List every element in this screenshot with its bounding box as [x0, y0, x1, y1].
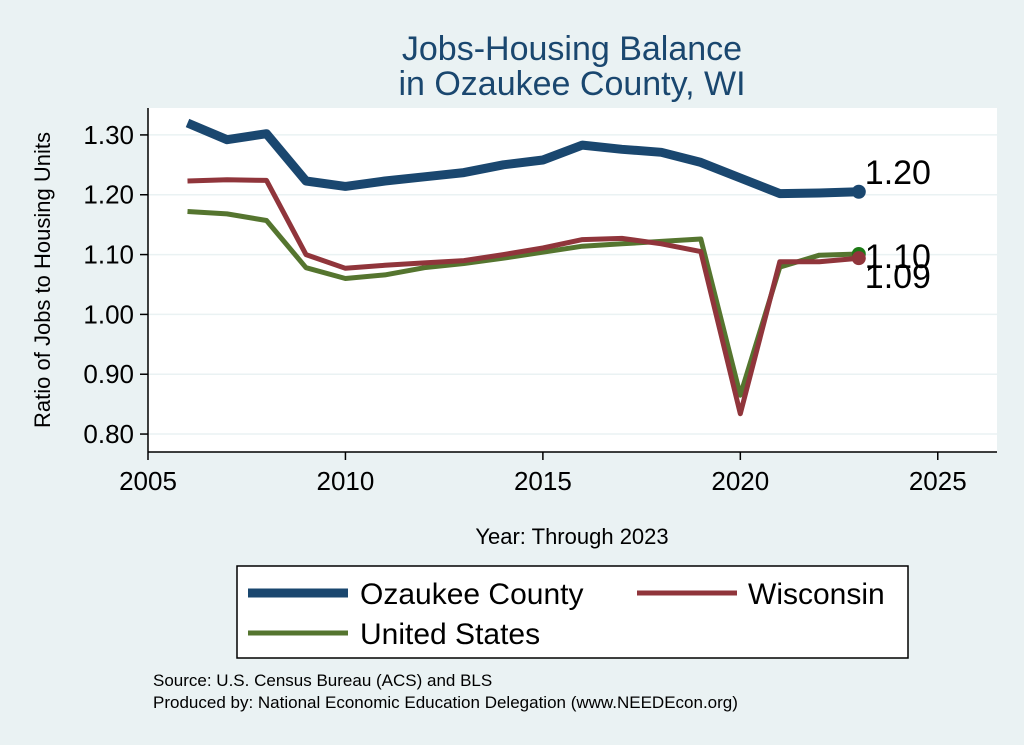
x-tick-label: 2005	[119, 466, 177, 496]
axis-ticks: 0.80 0.90 1.00 1.10 1.20 1.30 2005 2010 2015 2020…	[83, 120, 966, 496]
chart-title-line-1: Jobs-Housing Balance	[402, 30, 742, 68]
series-line-wisconsin	[187, 177, 860, 417]
legend-label-united-states: United States	[360, 618, 540, 651]
y-tick-label: 1.10	[83, 240, 134, 270]
legend-label-wisconsin: Wisconsin	[748, 578, 885, 611]
end-label-united-states: 1.10	[865, 238, 931, 276]
y-tick-label: 1.20	[83, 180, 134, 210]
y-tick-label: 0.80	[83, 419, 134, 449]
legend-box	[236, 565, 909, 659]
series-line-united-states	[187, 209, 859, 398]
x-axis-title: Year: Through 2023	[475, 524, 668, 549]
end-label-wisconsin: 1.09	[865, 258, 931, 296]
x-tick-label: 2025	[909, 466, 967, 496]
end-point-wisconsin	[851, 251, 866, 266]
series-layer	[185, 118, 866, 417]
x-tick-label: 2010	[317, 466, 375, 496]
y-axis-title: Ratio of Jobs to Housing Units	[30, 132, 55, 428]
x-tick-label: 2015	[514, 466, 572, 496]
y-tick-label: 1.30	[83, 120, 134, 150]
y-tick-label: 1.00	[83, 299, 134, 329]
legend: Ozaukee County Wisconsin United States	[248, 578, 885, 651]
end-point-ozaukee-county	[851, 184, 866, 199]
legend-label-ozaukee-county: Ozaukee County	[360, 578, 583, 611]
source-line-1: Source: U.S. Census Bureau (ACS) and BLS	[153, 671, 492, 690]
x-tick-label: 2020	[711, 466, 769, 496]
end-labels: 1.20 1.091.10	[865, 154, 931, 296]
end-label-ozaukee-county: 1.20	[865, 154, 931, 192]
chart-title-line-2: in Ozaukee County, WI	[398, 65, 745, 103]
source-line-2: Produced by: National Economic Education…	[153, 693, 738, 712]
y-tick-label: 0.90	[83, 359, 134, 389]
series-line-ozaukee-county	[185, 118, 859, 199]
